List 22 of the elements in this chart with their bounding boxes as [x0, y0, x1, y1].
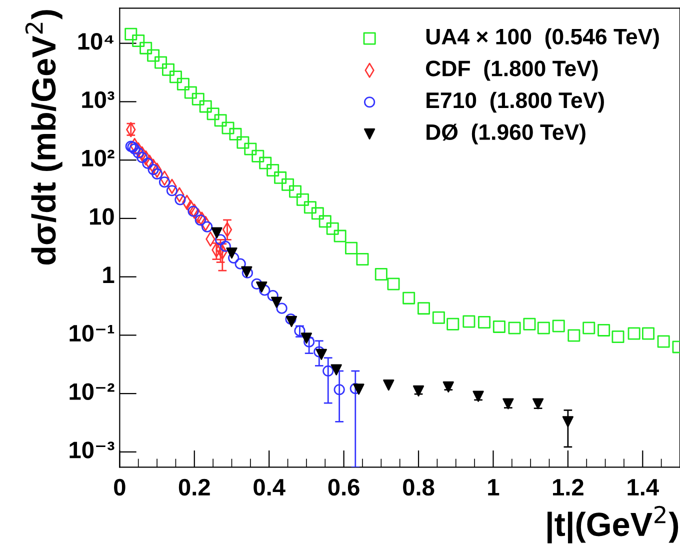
legend-label: UA4 × 100 (0.546 TeV) [426, 28, 659, 49]
y-tick-label: 1 [103, 266, 114, 283]
x-tick-label: 1 [488, 479, 500, 496]
x-tick-label: 0 [114, 478, 126, 496]
y-tick-label: 10⁻³ [70, 442, 114, 458]
y-tick-label: 10⁻² [70, 383, 114, 400]
x-tick-label: 1.4 [628, 479, 659, 496]
x-tick-label: 1.2 [553, 478, 584, 496]
legend-label: E710 (1.800 TeV) [426, 92, 604, 113]
y-tick-label: 10⁻¹ [70, 324, 114, 342]
y-tick-label: 10⁴ [78, 32, 114, 50]
x-tick-label: 0.8 [403, 478, 434, 496]
x-axis-title: |t|(GeV$^{2}$) [548, 506, 678, 544]
legend-label: DØ (1.960 TeV) [426, 124, 586, 144]
x-tick-label: 0.4 [254, 478, 286, 496]
legend-label: CDF (1.800 TeV) [426, 60, 598, 81]
x-tick-label: 0.2 [178, 478, 210, 496]
x-tick-label: 0.6 [328, 478, 360, 496]
y-tick-label: 10² [82, 150, 114, 166]
y-axis-title: dσ/dt (mb/GeV$^{2}$) [25, 10, 62, 264]
y-tick-label: 10 [90, 208, 114, 225]
y-tick-label: 10³ [82, 91, 114, 108]
